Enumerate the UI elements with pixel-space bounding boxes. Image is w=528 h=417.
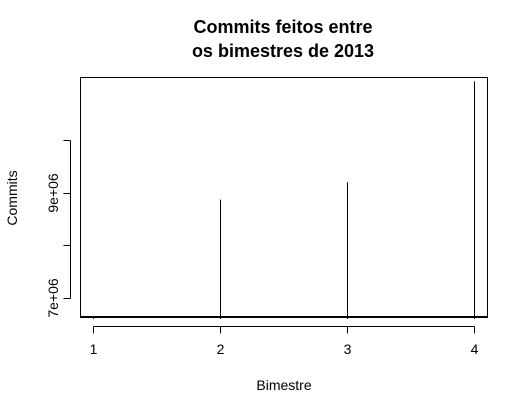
y-tick-label-1: 7e+06 xyxy=(45,278,61,318)
y-axis: 7e+06 9e+06 xyxy=(45,141,71,318)
chart-title-line-2: os bimestres de 2013 xyxy=(192,41,374,61)
chart-title-line-1: Commits feitos entre xyxy=(193,17,372,37)
x-tick-label-4: 4 xyxy=(471,341,479,357)
bars-group xyxy=(80,81,487,319)
x-tick-label-2: 2 xyxy=(217,341,225,357)
x-tick-label-3: 3 xyxy=(344,341,352,357)
plot-frame xyxy=(81,78,488,318)
x-axis-label: Bimestre xyxy=(256,377,311,393)
x-tick-label-1: 1 xyxy=(90,341,98,357)
y-tick-label-2: 9e+06 xyxy=(45,173,61,213)
x-axis: 1 2 3 4 xyxy=(90,327,479,358)
y-axis-label: Commits xyxy=(4,170,20,225)
